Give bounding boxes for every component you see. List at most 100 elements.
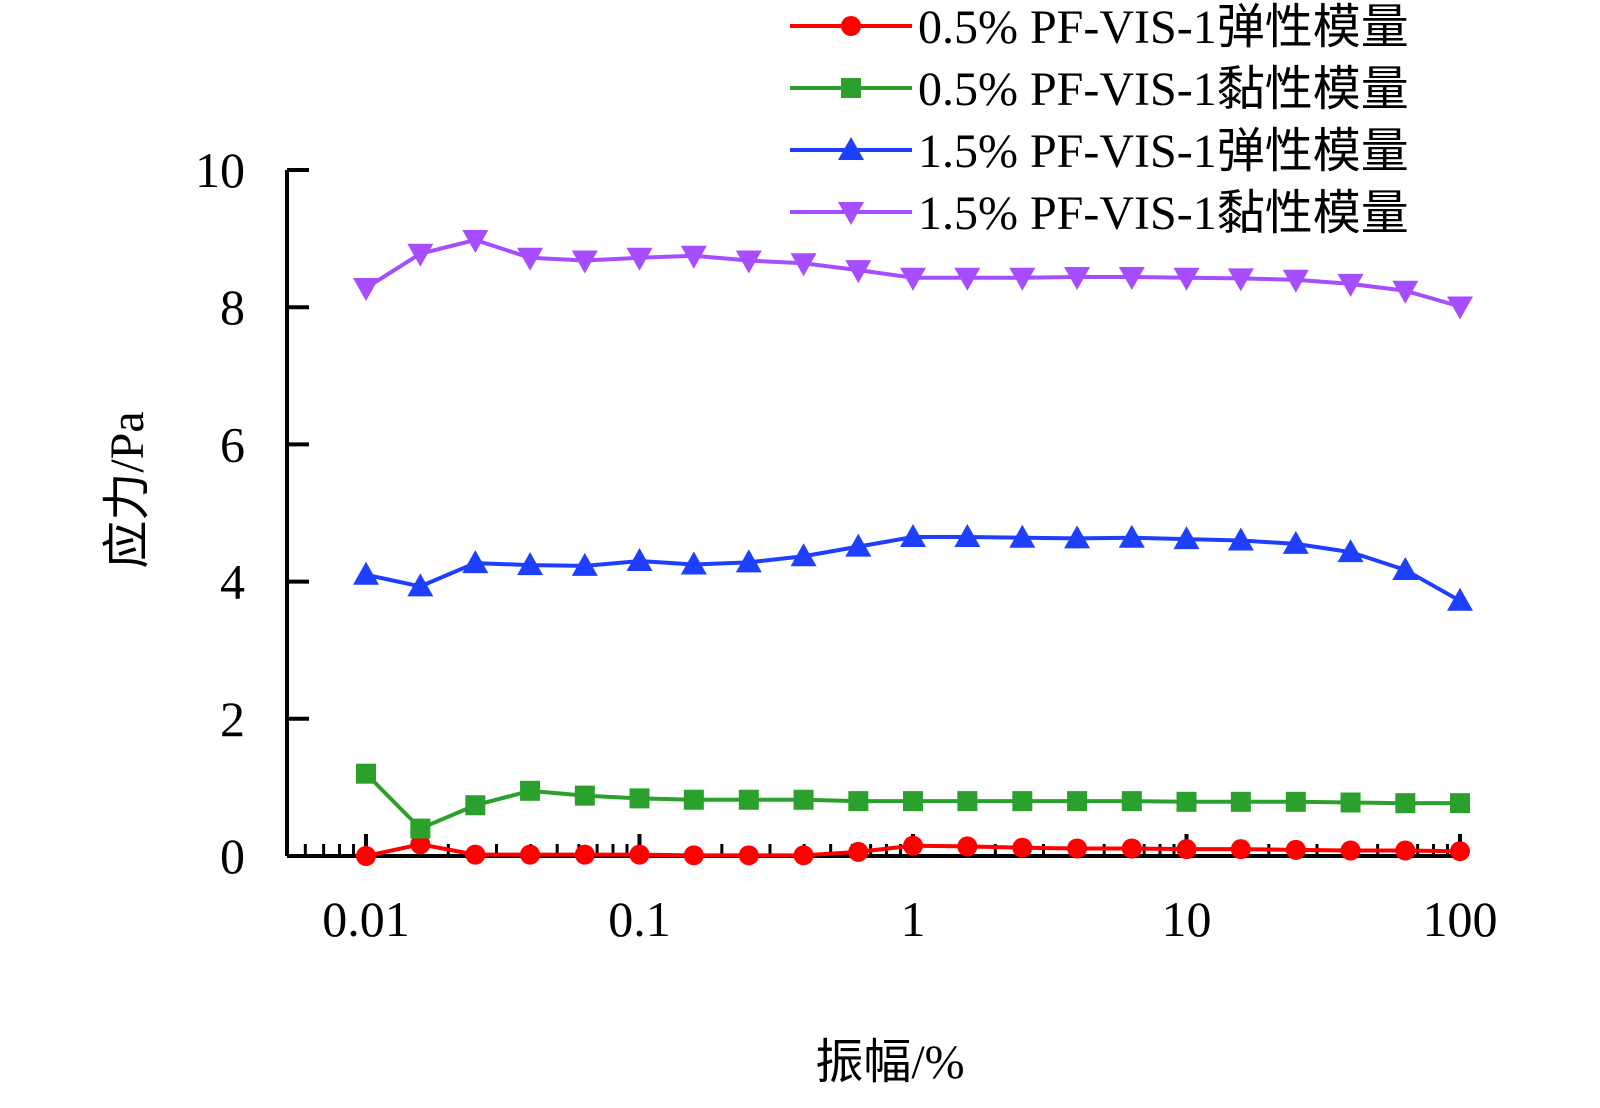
data-point [680,245,707,269]
y-axis-title: 应力/Pa [101,411,154,568]
data-point [954,267,981,291]
y-tick-label: 0 [220,828,245,884]
data-point [1340,792,1361,813]
data-point [571,552,598,576]
data-point [1450,841,1470,862]
data-point [1392,556,1419,580]
data-point [517,247,544,271]
data-point [465,844,486,865]
data-point [629,844,650,865]
axes: 0 2 4 6 8 10 0.01 0.1 1 10 100 [195,142,1498,947]
y-tick-label: 2 [220,691,245,747]
data-point [900,267,926,291]
legend-label: 1.5% PF-VIS-1黏性模量 [918,187,1409,240]
data-point [1176,791,1197,812]
data-point [1395,840,1416,861]
data-point [465,795,486,816]
data-point [1337,273,1364,297]
data-point [1395,793,1416,814]
series-layer [353,229,1473,866]
data-point [900,524,926,548]
legend-entry: 0.5% PF-VIS-1弹性模量 [790,1,1409,54]
data-point [957,791,978,812]
data-point [790,253,817,277]
data-point [1447,296,1473,320]
data-point [410,834,431,855]
data-point [793,789,814,810]
data-point [683,789,704,810]
data-point [1009,524,1036,548]
legend-entry: 1.5% PF-VIS-1黏性模量 [790,187,1409,240]
data-point [1173,267,1200,291]
data-point [954,524,981,548]
data-point [629,788,650,809]
data-point [957,836,978,857]
data-point [848,791,869,812]
data-point [356,763,376,784]
legend-entry: 0.5% PF-VIS-1黏性模量 [790,63,1409,116]
data-point [683,845,704,866]
data-point [1392,280,1419,304]
data-point [1340,840,1361,861]
data-point [1450,793,1470,814]
data-point [462,229,489,253]
series-4 [353,229,1473,320]
data-point [793,845,814,866]
series-1 [356,834,1470,866]
x-tick-label: 0.1 [608,891,671,947]
data-point [1064,525,1091,549]
data-point [738,789,759,810]
data-point [1121,791,1142,812]
data-point [1118,524,1145,548]
data-point [1230,839,1251,860]
data-point [1118,267,1145,291]
data-point [1012,837,1033,858]
data-point [848,841,869,862]
y-tick-label: 10 [195,142,245,198]
legend: 0.5% PF-VIS-1弹性模量 0.5% PF-VIS-1黏性模量 1.5% P… [790,1,1409,240]
data-point [903,791,923,812]
data-point [1230,791,1251,812]
data-point [407,243,434,267]
legend-label: 0.5% PF-VIS-1黏性模量 [918,63,1409,116]
data-point [790,543,817,567]
series-3 [353,524,1473,611]
data-point [1285,791,1306,812]
data-point [574,844,595,865]
x-tick-label: 0.01 [322,891,410,947]
data-point [626,548,653,572]
y-tick-label: 6 [220,416,245,472]
y-tick-label: 4 [220,554,245,610]
data-point [410,818,431,839]
data-point [1067,838,1088,859]
data-point [738,845,759,866]
data-point [735,250,762,274]
data-point [574,785,595,806]
legend-label: 1.5% PF-VIS-1弹性模量 [918,125,1409,178]
data-point [517,552,544,576]
x-tick-label: 10 [1162,891,1212,947]
data-point [626,247,653,271]
data-point [735,549,762,573]
data-point [680,551,707,575]
data-point [838,202,864,225]
legend-entry: 1.5% PF-VIS-1弹性模量 [790,125,1409,178]
data-point [1282,269,1309,293]
data-point [520,844,541,865]
data-point [407,573,434,597]
x-tick-label: 100 [1423,891,1498,947]
data-point [1227,268,1254,292]
data-point [1121,838,1142,859]
y-tick-label: 8 [220,279,245,335]
x-tick-label: 1 [901,891,926,947]
data-point [571,250,598,274]
data-point [1067,791,1088,812]
data-point [1064,267,1091,291]
data-point [841,78,861,98]
data-point [845,533,872,557]
data-point [353,561,379,585]
data-point [841,16,861,36]
data-point [845,260,872,284]
x-axis-title: 振幅/% [815,1036,964,1089]
